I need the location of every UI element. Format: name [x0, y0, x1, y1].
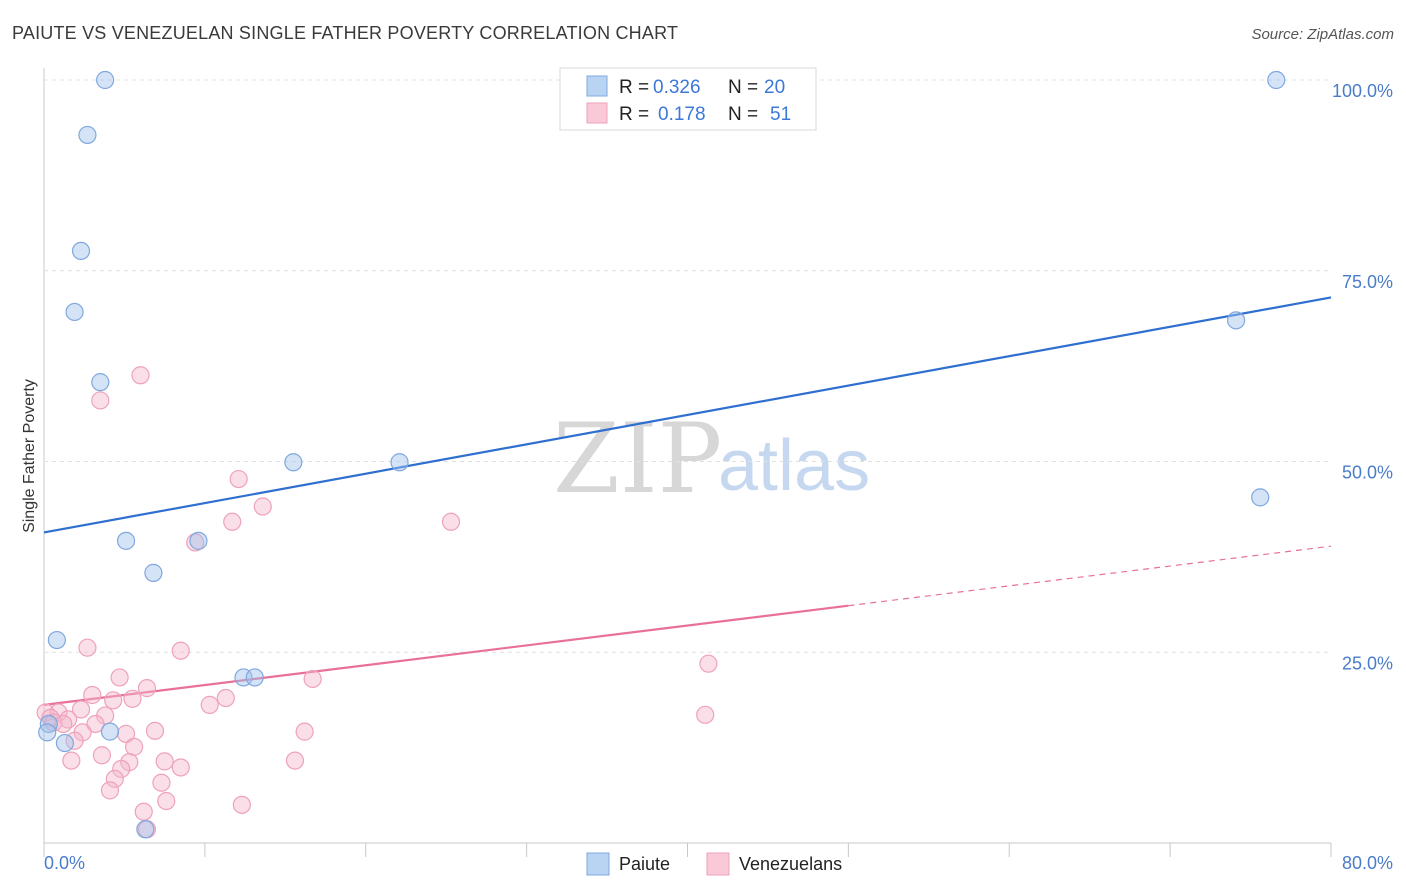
venezuelans-point: [134, 802, 153, 821]
y-tick-labels: 25.0% 50.0% 75.0% 100.0%: [1332, 81, 1393, 673]
paiute-point: [116, 531, 136, 550]
series-legend: Paiute Venezuelans: [586, 852, 842, 876]
stats-legend: R = 0.326 N = 20 R = 0.178 N = 51: [559, 67, 817, 131]
paiute-point: [390, 453, 409, 472]
paiute-point: [78, 125, 97, 145]
venezuelans-point: [171, 641, 190, 660]
chart-source: Source: ZipAtlas.com: [1251, 26, 1394, 43]
legend-swatch-paiute: [586, 75, 608, 97]
paiute-point: [71, 241, 91, 261]
paiute-point: [91, 373, 110, 392]
venezuelans-point: [441, 512, 461, 531]
venezuelans-point: [295, 722, 314, 741]
trend-line-paiute: [43, 296, 1332, 534]
venezuelans-point: [124, 737, 144, 756]
watermark-zip: ZIP: [553, 403, 722, 515]
y-tick-label-50: 50.0%: [1342, 463, 1393, 483]
chart-title: PAIUTE VS VENEZUELAN SINGLE FATHER POVER…: [12, 23, 678, 43]
paiute-point: [38, 723, 57, 742]
venezuelans-point: [232, 795, 251, 814]
venezuelans-point: [253, 497, 272, 516]
x-ticks: [43, 843, 1332, 857]
venezuelans-point: [285, 751, 305, 770]
legend-n-value-paiute: 20: [764, 77, 785, 98]
paiute-point: [189, 531, 208, 550]
legend-n-label-paiute: N =: [728, 77, 758, 98]
y-tick-label-25: 25.0%: [1342, 653, 1393, 673]
venezuelans-point: [83, 685, 102, 705]
venezuelans-point: [152, 773, 171, 792]
series-legend-swatch-venezuelans: [706, 852, 730, 876]
venezuelans-point: [155, 752, 174, 771]
venezuelans-point: [100, 781, 120, 800]
venezuelans-point: [216, 688, 235, 708]
watermark-atlas: atlas: [718, 426, 870, 506]
venezuelans-point: [303, 669, 322, 689]
paiute-point: [96, 70, 115, 90]
y-axis-label: Single Father Poverty: [21, 379, 38, 533]
paiute-point: [47, 630, 66, 650]
trend-lines: [43, 296, 1332, 706]
venezuelans-point: [112, 759, 131, 779]
venezuelans-point: [110, 668, 129, 687]
legend-r-label-paiute: R =: [619, 77, 649, 98]
venezuelans-point: [145, 721, 165, 740]
venezuelans-point: [86, 714, 105, 734]
y-tick-label-100: 100.0%: [1332, 81, 1393, 101]
trend-line-venezuelans: [43, 604, 849, 706]
y-tick-label-75: 75.0%: [1342, 272, 1393, 292]
paiute-point: [100, 722, 120, 741]
legend-swatch-venezuelans: [586, 102, 608, 124]
venezuelans-point: [105, 769, 124, 789]
paiute-point: [136, 820, 155, 839]
series-legend-swatch-paiute: [586, 852, 610, 876]
trend-line-extension-venezuelans: [848, 545, 1332, 607]
venezuelans-point: [62, 751, 81, 770]
venezuelans-point: [54, 714, 73, 734]
venezuelans-point: [78, 638, 97, 657]
venezuelans-point: [137, 679, 157, 698]
venezuelans-point: [131, 366, 150, 385]
venezuelans-point: [699, 654, 718, 673]
series-legend-label-paiute: Paiute: [619, 854, 670, 874]
venezuelans-point: [696, 705, 715, 724]
venezuelans-point: [91, 391, 110, 410]
venezuelans-point: [229, 469, 248, 489]
legend-r-label-venezuelans: R =: [619, 104, 649, 125]
venezuelans-point: [71, 700, 91, 719]
paiute-point: [65, 302, 84, 322]
venezuelans-point: [171, 758, 190, 777]
data-points: [36, 70, 1286, 839]
legend-n-value-venezuelans: 51: [770, 104, 791, 125]
legend-n-label-venezuelans: N =: [728, 104, 758, 125]
venezuelans-point: [223, 512, 242, 531]
paiute-point: [284, 453, 303, 472]
x-tick-label-80: 80.0%: [1342, 853, 1393, 873]
paiute-point: [1251, 488, 1270, 507]
gridlines: [44, 79, 1331, 653]
paiute-point: [55, 733, 75, 753]
legend-r-value-paiute: 0.326: [653, 77, 701, 98]
paiute-point: [144, 563, 163, 582]
series-legend-label-venezuelans: Venezuelans: [739, 854, 842, 874]
venezuelans-point: [92, 746, 112, 765]
venezuelans-point: [123, 689, 142, 708]
venezuelans-point: [200, 695, 219, 714]
legend-r-value-venezuelans: 0.178: [658, 104, 706, 125]
x-tick-label-0: 0.0%: [44, 853, 85, 873]
venezuelans-point: [104, 691, 123, 710]
paiute-point: [245, 668, 264, 687]
venezuelans-point: [157, 791, 176, 811]
paiute-point: [1226, 311, 1246, 330]
paiute-point: [1267, 70, 1286, 90]
